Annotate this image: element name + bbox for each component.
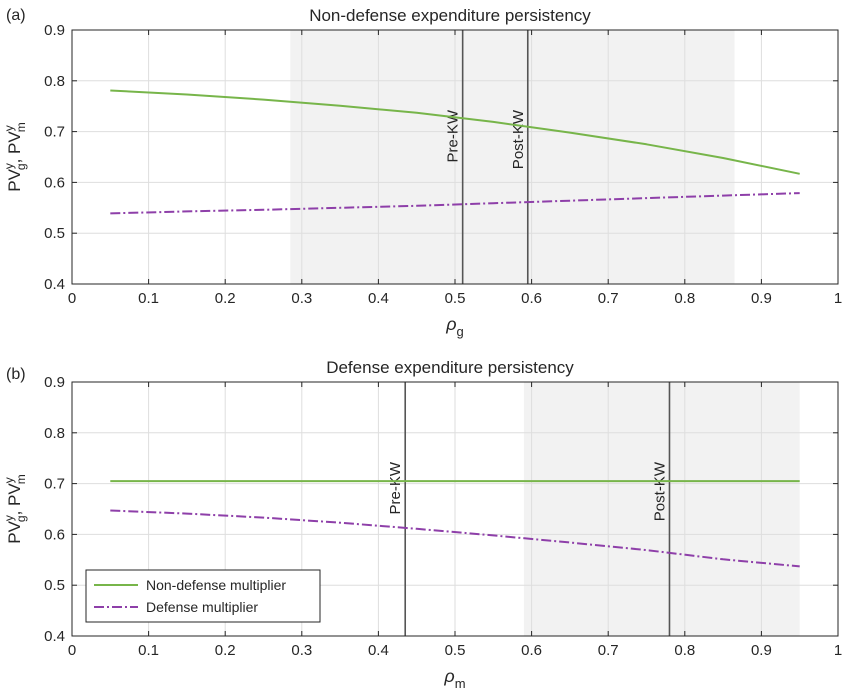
- y-tick-label: 0.5: [44, 225, 65, 242]
- x-tick-label: 1: [834, 642, 842, 659]
- vline-label: Post-KW: [651, 461, 668, 521]
- x-tick-label: 0.3: [291, 642, 312, 659]
- vline-label: Pre-KW: [445, 109, 462, 162]
- y-axis-label: PVyg, PVym: [2, 474, 28, 544]
- x-tick-label: 0.1: [138, 290, 159, 307]
- y-tick-label: 0.9: [44, 374, 65, 391]
- y-tick-label: 0.5: [44, 577, 65, 594]
- series-line-defense: [110, 509, 800, 568]
- x-tick-label: 0.5: [445, 642, 466, 659]
- x-tick-label: 0.1: [138, 642, 159, 659]
- x-tick-label: 0.9: [751, 642, 772, 659]
- x-tick-label: 1: [834, 290, 842, 307]
- y-tick-label: 0.7: [44, 476, 65, 493]
- x-axis-label: ρg: [445, 314, 464, 339]
- legend-entry: Defense multiplier: [146, 599, 258, 615]
- y-tick-label: 0.4: [44, 628, 65, 645]
- series-line-defense: [110, 192, 800, 215]
- x-tick-label: 0.4: [368, 290, 389, 307]
- legend: Non-defense multiplier Defense multiplier: [85, 569, 321, 623]
- x-tick-label: 0.9: [751, 290, 772, 307]
- x-tick-label: 0: [68, 290, 76, 307]
- series-line-non-defense: [110, 89, 800, 175]
- vline-label: Pre-KW: [387, 461, 404, 514]
- shaded-region: [523, 382, 800, 636]
- x-tick-label: 0.2: [215, 290, 236, 307]
- x-axis-label: ρm: [443, 666, 465, 691]
- y-tick-label: 0.8: [44, 73, 65, 90]
- y-tick-label: 0.9: [44, 22, 65, 39]
- legend-box: [85, 569, 321, 623]
- panel-a-chart: Pre-KW Post-KW 0 0.1 0.2 0.3 0.4 0.5 0.6 0.7 0.8 0.…: [2, 6, 842, 339]
- x-tick-label: 0.6: [521, 642, 542, 659]
- panel-b-chart: Pre-KW Post-KW 0 0.1 0.2 0.3 0.4 0.5 0.6 0.7 0.8 0.…: [2, 358, 842, 691]
- y-tick-label: 0.6: [44, 174, 65, 191]
- panel-a-label: (a): [6, 7, 26, 24]
- x-tick-label: 0.8: [674, 290, 695, 307]
- y-tick-label: 0.6: [44, 526, 65, 543]
- x-tick-label: 0.6: [521, 290, 542, 307]
- shaded-region: [290, 30, 735, 284]
- legend-entry: Non-defense multiplier: [146, 577, 286, 593]
- chart-title: Non-defense expenditure persistency: [309, 6, 591, 25]
- x-tick-label: 0.7: [598, 642, 619, 659]
- y-tick-label: 0.8: [44, 425, 65, 442]
- x-tick-label: 0.4: [368, 642, 389, 659]
- x-tick-label: 0.7: [598, 290, 619, 307]
- x-tick-label: 0: [68, 642, 76, 659]
- y-tick-label: 0.4: [44, 276, 65, 293]
- chart-title: Defense expenditure persistency: [326, 358, 574, 377]
- x-tick-label: 0.5: [445, 290, 466, 307]
- x-tick-label: 0.8: [674, 642, 695, 659]
- x-tick-label: 0.3: [291, 290, 312, 307]
- y-tick-label: 0.7: [44, 124, 65, 141]
- vline-label: Post-KW: [510, 109, 527, 169]
- y-axis-label: PVyg, PVym: [2, 122, 28, 192]
- x-tick-label: 0.2: [215, 642, 236, 659]
- panel-b-label: (b): [6, 366, 26, 383]
